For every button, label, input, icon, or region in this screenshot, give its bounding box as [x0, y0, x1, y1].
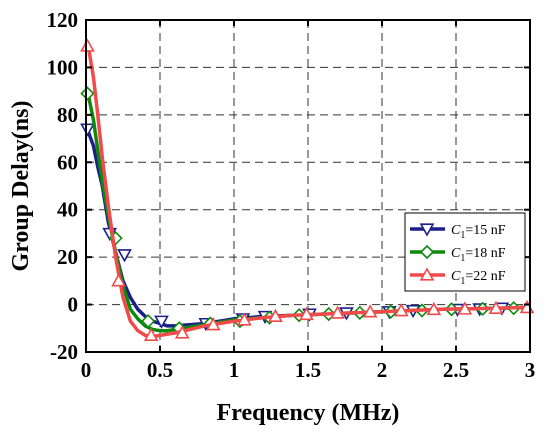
series-3 [80, 38, 535, 342]
data-point-marker [205, 317, 221, 331]
data-point-marker [80, 123, 95, 137]
x-tick-label: 2 [377, 358, 388, 382]
legend-label: C1=18 nF [451, 246, 506, 264]
data-point-marker [143, 327, 159, 342]
legend-label: C1=22 nF [451, 269, 506, 287]
data-point-marker [330, 305, 345, 319]
x-tick-label: 0 [81, 358, 92, 382]
data-point-marker [268, 308, 283, 323]
legend-item: C1=22 nF [410, 267, 506, 287]
series-layer [80, 38, 535, 342]
x-tick-label: 1 [229, 358, 240, 382]
y-tick-label: 60 [57, 150, 78, 174]
legend-swatch-marker [419, 244, 435, 260]
x-axis-title: Frequency (MHz) [217, 400, 400, 426]
x-tick-label: 0.5 [147, 358, 173, 382]
legend-item: C1=15 nF [410, 223, 506, 241]
data-point-marker [457, 301, 473, 315]
legend: C1=15 nF C1=18 nF C1=22 nF [404, 212, 526, 292]
data-point-marker [141, 314, 156, 329]
legend-label: C1=15 nF [451, 223, 506, 241]
legend-swatch-marker [419, 267, 435, 281]
data-point-marker [111, 273, 126, 287]
x-tick-label: 2.5 [443, 358, 469, 382]
y-axis-title: Group Delay(ns) [8, 101, 34, 272]
y-tick-label: -20 [50, 340, 78, 364]
data-point-marker [237, 312, 252, 326]
data-point-marker [426, 301, 442, 316]
y-tick-label: 40 [57, 198, 78, 222]
data-point-marker [362, 304, 378, 318]
data-point-marker [80, 86, 95, 101]
data-point-marker [117, 249, 132, 263]
legend-swatch-marker [419, 223, 435, 237]
data-point-marker [393, 303, 409, 317]
data-point-marker [174, 325, 190, 339]
y-tick-label: 20 [57, 245, 78, 269]
x-tick-label: 3 [525, 358, 536, 382]
grid-lines [86, 20, 530, 352]
x-tick-label: 1.5 [295, 358, 321, 382]
plot-frame [85, 19, 531, 353]
y-tick-label: 80 [57, 103, 78, 127]
y-tick-label: 100 [47, 55, 79, 79]
y-tick-label: 120 [47, 8, 79, 32]
y-tick-label: 0 [68, 293, 79, 317]
data-point-marker [154, 315, 169, 329]
data-point-marker [80, 38, 95, 52]
series-2 [80, 86, 531, 336]
legend-item: C1=18 nF [410, 244, 506, 264]
series-line [84, 40, 531, 339]
data-point-marker [299, 306, 314, 321]
data-point-marker [488, 300, 504, 314]
